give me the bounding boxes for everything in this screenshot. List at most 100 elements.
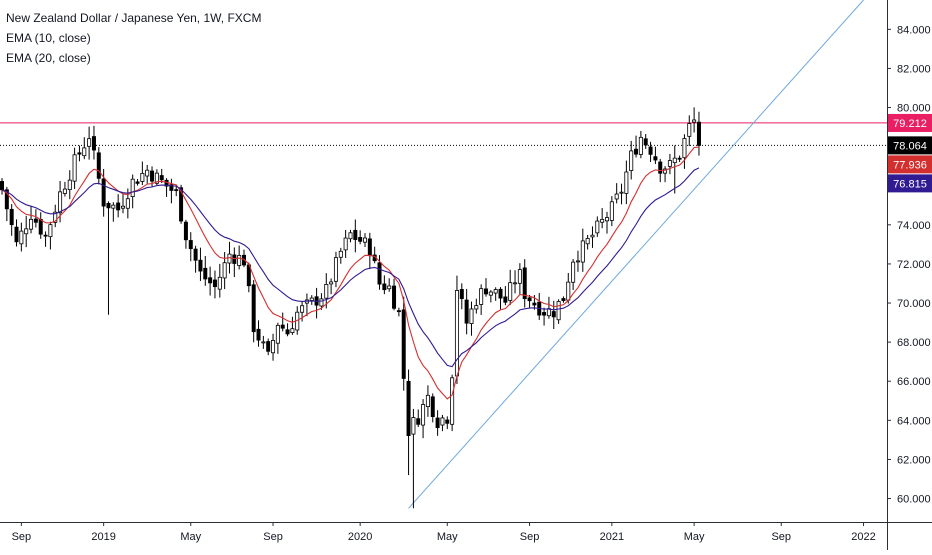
candle-down [353,229,358,240]
candle-down [392,285,397,309]
price-label: 76.815 [893,178,927,190]
candle-up [440,417,445,426]
candle-down [677,157,682,160]
candle-up [387,285,392,290]
candle-up [469,308,474,324]
candle-down [648,146,653,155]
candle-up [82,147,87,157]
candle-up [58,191,63,214]
candle-down [367,238,372,257]
candle-up [585,238,590,245]
y-tick-label: 60.000 [897,494,931,506]
y-tick-label: 68.000 [897,337,931,349]
candle-down [0,181,4,191]
candle-up [571,261,576,283]
ascending-trendline[interactable] [408,0,864,509]
candle-down [251,284,256,333]
trendline-layer[interactable] [408,0,864,509]
candle-down [416,418,421,425]
candle-up [48,224,53,238]
candle-up [300,305,305,313]
candle-up [474,305,479,310]
x-tick-label: Sep [771,531,791,543]
candle-up [222,262,227,279]
candle-up [672,157,677,164]
candle-up [619,191,624,194]
candle-up [609,201,614,221]
candle-up [125,198,130,209]
candle-up [261,341,266,344]
price-label-bg [888,113,932,132]
x-tick-label: 2019 [91,531,115,543]
candle-down [498,288,503,299]
candle-down [116,202,121,211]
candle-up [513,282,518,285]
candle-up [624,171,629,194]
candle-up [237,255,242,266]
candle-down [377,262,382,285]
candle-up [140,172,145,182]
candle-down [193,248,198,261]
ema20-legend[interactable]: EMA (20, close) [6,51,91,65]
x-tick-label: Sep [12,531,32,543]
candle-down [285,329,290,335]
candle-down [522,267,527,300]
candle-up [508,282,513,301]
candle-up [62,188,67,194]
candle-up [121,205,126,209]
candle-down [203,267,208,280]
candle-down [542,312,547,316]
candle-up [667,160,672,167]
candle-up [488,291,493,296]
x-tick-label: Sep [520,531,540,543]
y-tick-label: 84.000 [897,24,931,36]
y-tick-label: 74.000 [897,220,931,232]
candle-down [653,156,658,161]
candle-up [454,290,459,377]
candle-down [9,208,14,226]
x-tick-label: May [437,531,458,543]
ema-lines [1,146,700,400]
x-tick-label: May [684,531,705,543]
price-labels: 79.212 78.064 77.936 76.815 [888,113,932,193]
candle-down [33,218,38,223]
candle-up [338,250,343,258]
x-tick-label: 2022 [851,531,875,543]
candle-up [517,269,522,284]
candle-up [24,228,29,235]
ema10-legend[interactable]: EMA (10, close) [6,31,91,45]
candle-up [53,211,58,223]
candle-up [130,178,135,197]
candle-down [483,288,488,295]
candle-up [319,298,324,307]
candle-up [145,169,150,177]
candle-down [280,324,285,329]
candle-up [614,193,619,200]
candle-down [464,299,469,324]
candle-down [77,152,82,155]
candle-up [629,150,634,171]
candle-down [212,279,217,288]
y-tick-label: 82.000 [897,63,931,75]
candle-up [275,324,280,344]
price-label-bg [888,136,932,155]
candle-down [4,189,9,210]
candle-up [329,281,334,285]
candle-down [396,310,401,313]
y-tick-label: 72.000 [897,259,931,271]
candle-up [411,417,416,435]
candle-down [135,181,140,184]
symbol-title[interactable]: New Zealand Dollar / Japanese Yen, 1W, F… [6,11,262,25]
candle-up [600,218,605,223]
candle-down [401,309,406,379]
chart-legend: New Zealand Dollar / Japanese Yen, 1W, F… [6,8,261,68]
y-tick-label: 70.000 [897,298,931,310]
candle-down [96,152,101,179]
candle-up [556,301,561,321]
candle-up [67,179,72,191]
candle-down [696,121,701,146]
candle-down [358,237,363,242]
